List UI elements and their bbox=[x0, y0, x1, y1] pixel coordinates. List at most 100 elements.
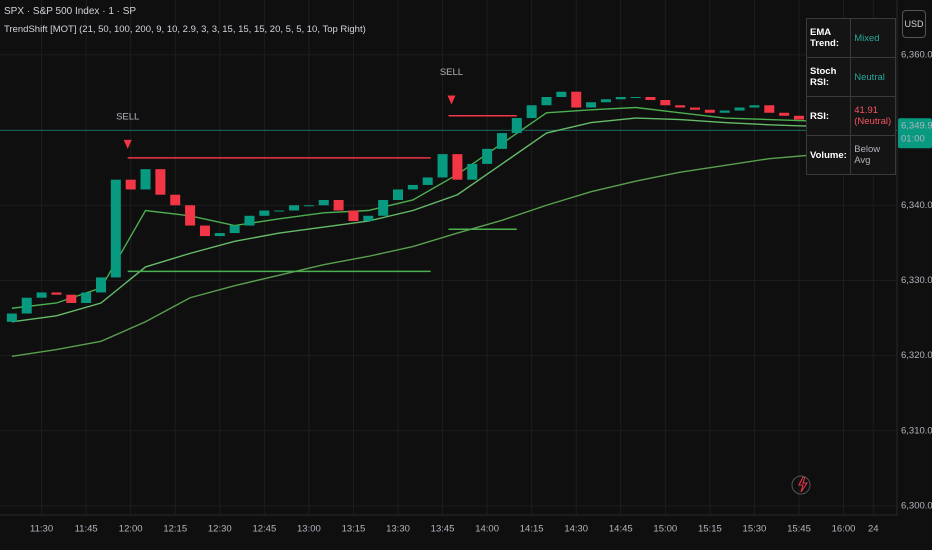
candle bbox=[95, 277, 106, 293]
table-key: RSI: bbox=[805, 96, 852, 136]
x-tick-label: 11:45 bbox=[75, 524, 98, 535]
sell-label: SELL bbox=[440, 67, 463, 78]
table-value: Neutral bbox=[850, 57, 896, 97]
x-tick-label: 15:30 bbox=[743, 524, 767, 535]
candle bbox=[110, 179, 121, 278]
table-row: Volume: Below Avg bbox=[805, 135, 896, 175]
candle bbox=[437, 154, 448, 178]
candle bbox=[600, 99, 611, 103]
x-tick-label: 15:15 bbox=[698, 524, 722, 535]
candle bbox=[764, 105, 775, 113]
x-tick-label: 14:00 bbox=[475, 524, 499, 535]
indicator-title: TrendShift [MOT] (21, 50, 100, 200, 9, 1… bbox=[4, 24, 366, 35]
candle bbox=[214, 233, 225, 237]
candle bbox=[229, 225, 240, 234]
candle bbox=[259, 210, 270, 216]
candle bbox=[6, 313, 17, 322]
x-tick-label: 14:45 bbox=[609, 524, 633, 535]
sell-label: SELL bbox=[116, 111, 139, 122]
candle bbox=[645, 96, 656, 100]
ema-line bbox=[11, 117, 814, 323]
ema-line bbox=[11, 106, 814, 309]
table-value: Below Avg bbox=[850, 135, 896, 175]
candle bbox=[36, 292, 47, 298]
candle bbox=[660, 99, 671, 106]
candle bbox=[170, 194, 181, 206]
x-tick-label: 12:30 bbox=[208, 524, 232, 535]
candle bbox=[363, 215, 374, 222]
table-row: Stoch RSI: Neutral bbox=[805, 57, 896, 97]
candle bbox=[556, 91, 567, 97]
candle bbox=[704, 109, 715, 113]
candle bbox=[541, 96, 552, 106]
x-tick-label: 12:00 bbox=[119, 524, 143, 535]
sell-marker bbox=[123, 139, 132, 149]
y-tick-label: 6,340.00 bbox=[901, 200, 932, 211]
x-tick-label: 12:45 bbox=[252, 524, 276, 535]
candle bbox=[393, 189, 404, 200]
sell-marker bbox=[447, 95, 456, 105]
price-label-bg bbox=[898, 118, 932, 149]
x-tick-label: 13:45 bbox=[431, 524, 455, 535]
x-tick-label: 12:15 bbox=[163, 524, 187, 535]
table-row: EMA Trend: Mixed bbox=[805, 18, 896, 58]
candle bbox=[675, 105, 686, 108]
symbol-title: SPX · S&P 500 Index · 1 · SP bbox=[4, 6, 137, 17]
price-axis bbox=[897, 0, 932, 550]
lightning-icon[interactable] bbox=[798, 476, 808, 493]
candle bbox=[407, 184, 418, 190]
candle bbox=[51, 292, 62, 295]
candle bbox=[467, 163, 478, 180]
y-tick-label: 6,360.00 bbox=[901, 49, 932, 60]
x-tick-label: 14:15 bbox=[520, 524, 544, 535]
x-tick-label: 14:30 bbox=[564, 524, 588, 535]
candle bbox=[274, 210, 285, 212]
candle bbox=[125, 179, 136, 190]
status-table: EMA Trend: Mixed Stoch RSI: Neutral RSI: 41.9… bbox=[805, 18, 896, 175]
y-tick-label: 6,320.00 bbox=[901, 350, 932, 361]
candle bbox=[378, 199, 389, 216]
candle bbox=[333, 199, 344, 211]
candle bbox=[66, 294, 77, 303]
table-row: RSI: 41.91 (Neutral) bbox=[805, 96, 896, 136]
candle bbox=[199, 225, 210, 237]
ema-line bbox=[11, 154, 814, 358]
y-tick-label: 6,300.00 bbox=[901, 500, 932, 511]
table-key: Volume: bbox=[805, 135, 852, 175]
candle bbox=[482, 148, 493, 164]
candle bbox=[615, 96, 626, 100]
candle bbox=[318, 199, 329, 206]
candle bbox=[244, 215, 255, 226]
candle bbox=[734, 107, 745, 111]
x-tick-label: 15:00 bbox=[653, 524, 677, 535]
candle bbox=[140, 169, 151, 190]
currency-button[interactable]: USD bbox=[902, 10, 926, 38]
candle bbox=[630, 96, 641, 98]
price-countdown: 01:00 bbox=[901, 134, 925, 145]
candle bbox=[452, 154, 463, 180]
candle bbox=[779, 112, 790, 116]
x-tick-label: 15:45 bbox=[787, 524, 811, 535]
candle bbox=[793, 115, 804, 120]
candle bbox=[348, 210, 359, 222]
table-value: Mixed bbox=[850, 18, 896, 58]
x-tick-label: 13:00 bbox=[297, 524, 321, 535]
candle bbox=[719, 110, 730, 113]
x-tick-label: 11:30 bbox=[30, 524, 53, 535]
icon-ring bbox=[791, 475, 811, 495]
candle bbox=[586, 102, 597, 108]
candle bbox=[289, 205, 300, 211]
candle bbox=[303, 205, 314, 207]
x-tick-label: 16:00 bbox=[832, 524, 856, 535]
candle bbox=[21, 297, 32, 314]
x-tick-label: 24 bbox=[868, 524, 879, 535]
y-tick-label: 6,330.00 bbox=[901, 275, 932, 286]
price-label: 6,349.98 bbox=[901, 121, 932, 132]
candle bbox=[185, 205, 196, 226]
candle bbox=[81, 292, 92, 303]
candle bbox=[749, 105, 760, 108]
table-key: Stoch RSI: bbox=[805, 57, 852, 97]
x-tick-label: 13:15 bbox=[342, 524, 366, 535]
